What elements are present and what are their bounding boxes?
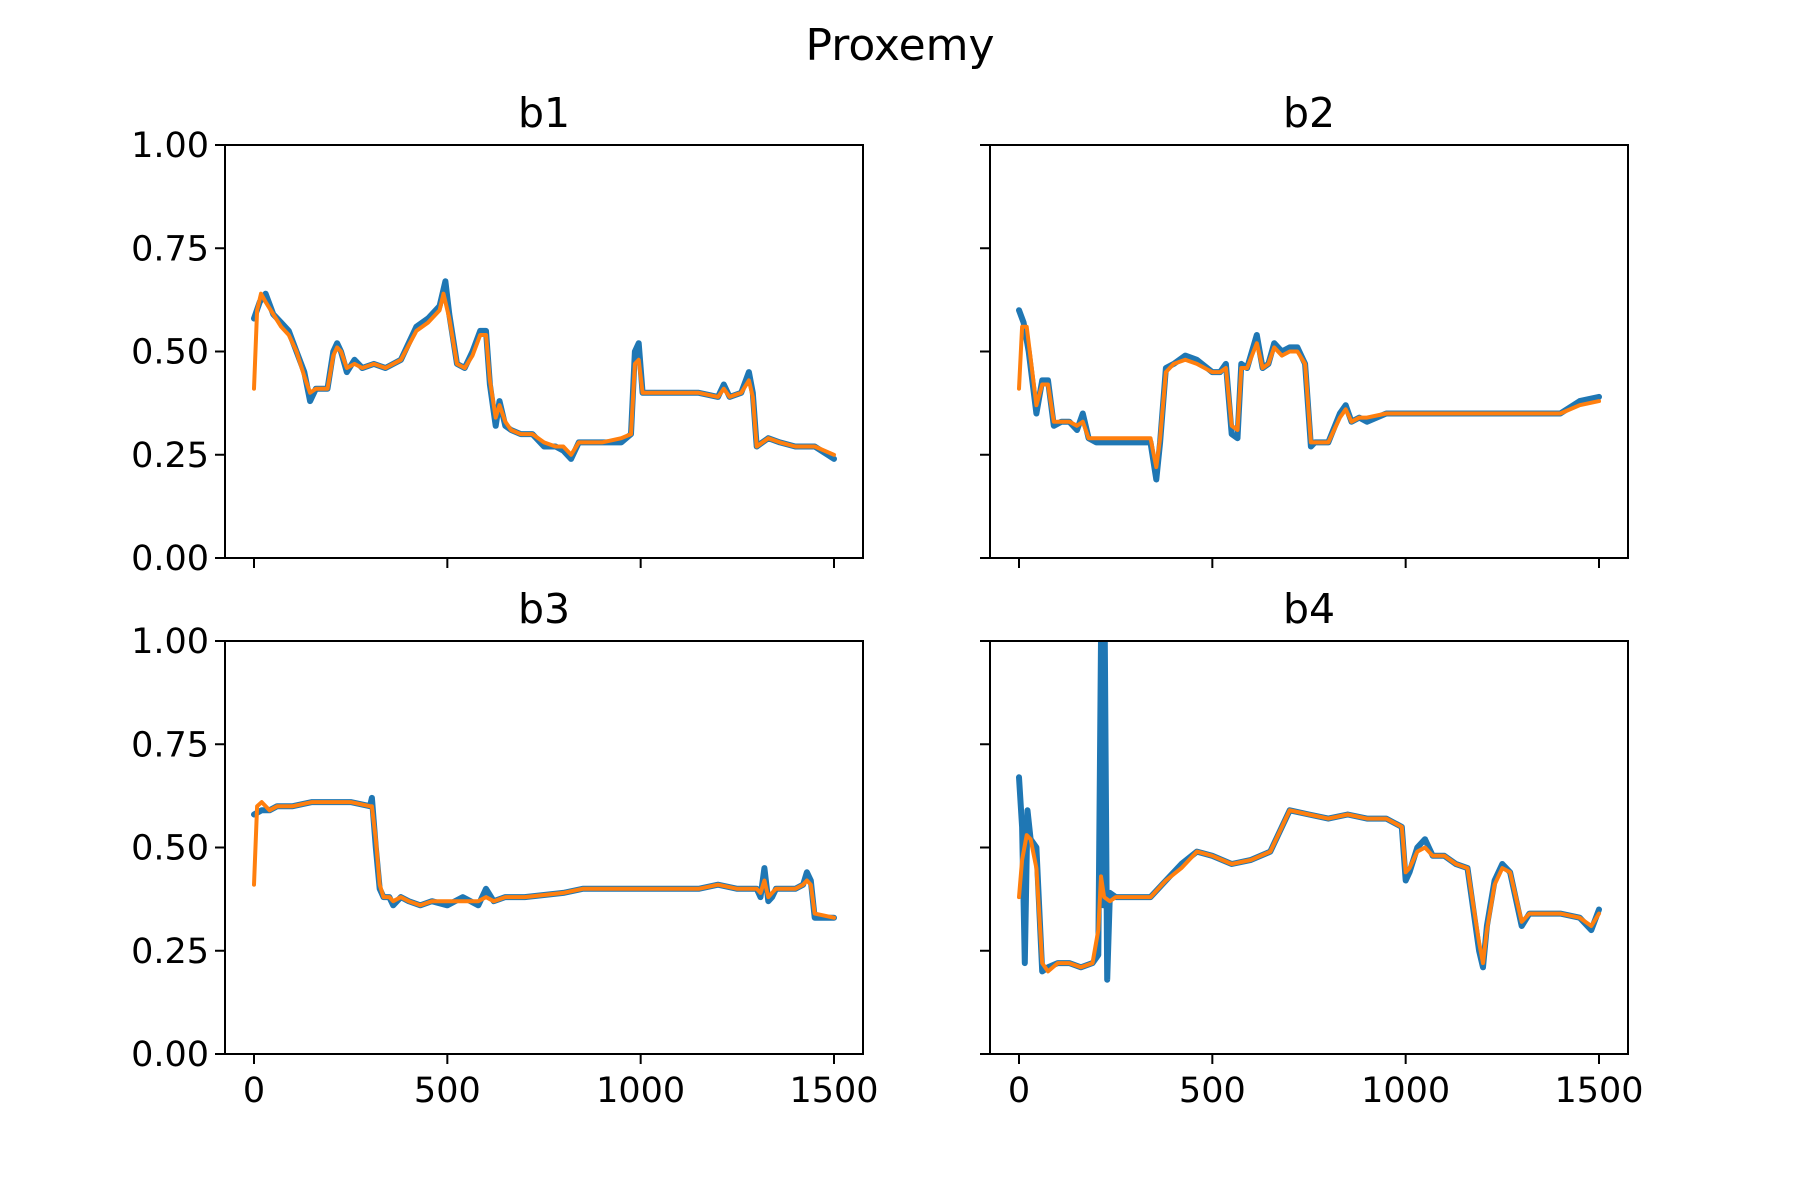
y-tick-label: 1.00 [131,126,209,166]
subplot-1: b1 0.00 0.25 0.50 0.75 1.00 [131,89,864,579]
y-tick-label: 0.25 [131,436,209,476]
series-group [251,794,837,921]
x-tick-label: 500 [1179,1071,1246,1111]
series-group [1016,641,1602,983]
subplot-title: b3 [518,585,570,633]
subplot-grid: b1 0.00 0.25 0.50 0.75 1.00 b2 b3 0.00 0.25 0.50 0.… [131,89,1643,1111]
y-tick-label: 0.50 [131,333,209,373]
subplot-3: b3 0.00 0.25 0.50 0.75 1.00 0 500 1000 1500 [131,585,878,1111]
x-tick-label: 1500 [1554,1071,1643,1111]
subplot-title: b1 [518,89,570,137]
x-tick-label: 0 [243,1071,265,1111]
x-tick-label: 0 [1008,1071,1030,1111]
series-line-orange [1017,808,1601,974]
y-tick-label: 0.50 [131,829,209,869]
axes-frame [989,144,1629,559]
subplot-title: b4 [1283,585,1335,633]
x-tick-label: 1500 [789,1071,878,1111]
series-line-orange [1017,324,1601,470]
series-group [1016,307,1602,483]
series-group [251,278,837,462]
y-tick-label: 0.75 [131,725,209,765]
subplot-2: b2 [980,89,1629,568]
subplot-4: b4 0 500 1000 1500 [980,585,1644,1111]
y-tick-label: 0.00 [131,539,209,579]
x-tick-label: 1000 [596,1071,685,1111]
axes-frame [224,640,864,1055]
x-tick-label: 500 [414,1071,481,1111]
axes-frame [989,640,1629,1055]
y-tick-label: 0.25 [131,932,209,972]
y-tick-label: 1.00 [131,622,209,662]
y-tick-label: 0.75 [131,229,209,269]
figure-suptitle: Proxemy [805,20,994,71]
series-line-orange [252,291,836,457]
axes-frame [224,144,864,559]
subplot-title: b2 [1283,89,1335,137]
x-tick-label: 1000 [1361,1071,1450,1111]
series-line-orange [252,800,836,920]
y-tick-label: 0.00 [131,1035,209,1075]
